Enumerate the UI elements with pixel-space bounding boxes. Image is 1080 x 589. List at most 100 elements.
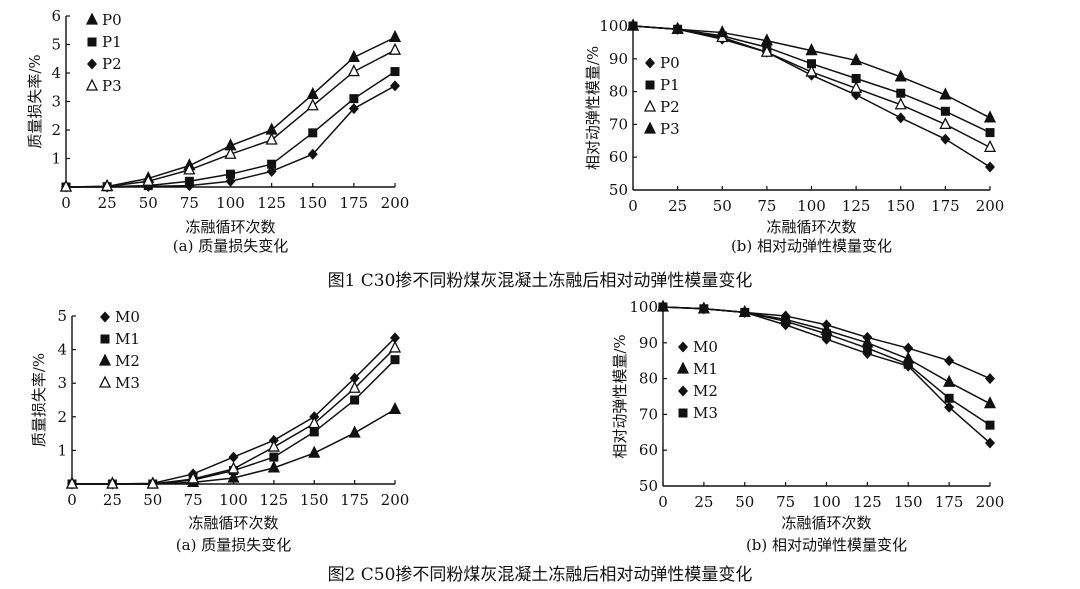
- x-tick-label: 175: [935, 493, 964, 511]
- legend-marker-m0: [100, 311, 110, 323]
- chart-c30-mass-loss: 0 25 50 75 100 125 150 175 200 1 2 3 4 5 6 冻融循环次数 质量损失率/…: [26, 7, 409, 255]
- data-point-m2: [348, 425, 361, 438]
- data-point-p3: [716, 25, 729, 38]
- data-point-m1: [309, 427, 319, 437]
- legend-marker-p3: [643, 121, 657, 134]
- data-point-m0: [349, 372, 360, 384]
- y-tick-label: 70: [639, 405, 658, 423]
- data-point-p0: [265, 122, 278, 135]
- x-tick-label: 50: [143, 491, 162, 509]
- data-point-p1: [807, 59, 816, 69]
- y-tick-label: 60: [639, 441, 658, 459]
- data-point-p2: [983, 139, 997, 153]
- data-point-p3: [671, 21, 684, 34]
- y-axis-label: 相对动弹性模量/%: [584, 46, 602, 170]
- legend-marker-m1: [676, 361, 690, 374]
- legend-label-p2: P2: [102, 55, 122, 73]
- y-tick-label: 90: [639, 334, 658, 352]
- x-tick-label: 75: [776, 493, 795, 511]
- data-point-m3: [187, 471, 200, 484]
- x-tick-label: 175: [340, 194, 369, 212]
- legend-marker-p2: [643, 99, 657, 112]
- y-tick-label: 50: [639, 477, 658, 495]
- panel-caption: (a) 质量损失变化: [173, 237, 288, 255]
- y-tick-label: 50: [609, 181, 628, 199]
- data-point-m3: [227, 461, 240, 474]
- data-point-p0: [940, 133, 951, 145]
- data-point-p1: [985, 128, 995, 138]
- data-point-p3: [760, 33, 773, 46]
- chart-c50-relative-modulus: 0 25 50 75 100 125 150 175 200 50 60 70 80 90 100 冻融循环次…: [611, 298, 1004, 554]
- legend-marker-p1: [87, 37, 97, 47]
- data-point-p1: [940, 106, 950, 116]
- data-point-p1: [851, 73, 861, 83]
- data-point-m3: [106, 476, 119, 489]
- x-tick-label: 0: [61, 194, 71, 212]
- x-tick-label: 125: [260, 491, 289, 509]
- x-axis-label: 冻融循环次数: [188, 514, 278, 532]
- legend-marker-m2: [98, 353, 112, 366]
- x-tick-label: 200: [976, 493, 1005, 511]
- data-point-p2: [939, 116, 952, 130]
- x-tick-label: 25: [98, 194, 117, 212]
- y-tick-label: 4: [51, 64, 61, 82]
- x-tick-label: 150: [894, 493, 923, 511]
- figure-1-title: 图1 C30掺不同粉煤灰混凝土冻融后相对动弹性模量变化: [328, 271, 753, 291]
- x-tick-label: 50: [713, 197, 732, 215]
- data-point-m3: [348, 380, 361, 393]
- data-point-p1: [349, 94, 359, 104]
- data-point-p3: [183, 162, 196, 175]
- y-tick-label: 3: [57, 374, 67, 392]
- data-point-p0: [388, 29, 402, 43]
- y-axis-label: 质量损失率/%: [26, 54, 44, 148]
- data-point-p2: [348, 103, 359, 115]
- data-point-m2: [388, 401, 402, 415]
- legend-label-p2: P2: [660, 98, 680, 116]
- data-point-m3: [308, 416, 321, 429]
- x-tick-label: 150: [298, 194, 327, 212]
- data-point-p3: [265, 132, 278, 145]
- x-tick-label: 25: [668, 197, 687, 215]
- legend-marker-m0: [678, 341, 688, 353]
- data-point-p3: [224, 146, 237, 159]
- y-tick-label: 90: [609, 50, 628, 68]
- data-point-m0: [944, 355, 955, 367]
- data-point-m2: [267, 460, 280, 473]
- data-point-m0: [228, 451, 239, 463]
- legend-marker-m3: [678, 408, 688, 418]
- x-tick-label: 75: [180, 194, 199, 212]
- legend-label-m1: M1: [693, 360, 718, 378]
- legend-label-m1: M1: [115, 330, 140, 348]
- x-tick-label: 125: [853, 493, 882, 511]
- x-tick-label: 75: [757, 197, 776, 215]
- y-tick-label: 60: [609, 148, 628, 166]
- legend-label-m0: M0: [693, 338, 718, 356]
- legend-marker-p1: [645, 80, 655, 90]
- data-point-m1: [269, 452, 279, 462]
- legend-label-p0: P0: [660, 54, 680, 72]
- legend-marker-m1: [100, 334, 110, 344]
- y-tick-label: 2: [57, 408, 67, 426]
- data-point-p3: [983, 110, 997, 123]
- data-point-m3: [944, 393, 954, 403]
- data-point-p1: [267, 159, 277, 169]
- y-tick-label: 5: [57, 307, 67, 325]
- data-point-p1: [226, 169, 235, 179]
- data-point-m1: [983, 396, 997, 409]
- legend-label-p0: P0: [102, 11, 122, 29]
- y-tick-label: 1: [51, 150, 61, 168]
- data-point-m3: [862, 343, 872, 353]
- x-tick-label: 200: [976, 197, 1005, 215]
- legend-label-p1: P1: [660, 76, 680, 94]
- data-point-m3: [658, 302, 668, 312]
- data-point-m2: [227, 470, 240, 483]
- legend-label-p1: P1: [102, 33, 122, 51]
- x-tick-label: 100: [219, 491, 248, 509]
- x-tick-label: 200: [381, 491, 410, 509]
- y-axis-label: 质量损失率/%: [30, 353, 48, 447]
- legend-label-p3: P3: [102, 77, 122, 95]
- y-tick-label: 1: [57, 441, 67, 459]
- data-point-p2: [805, 64, 818, 77]
- x-tick-label: 100: [812, 493, 841, 511]
- data-point-p2: [390, 80, 400, 92]
